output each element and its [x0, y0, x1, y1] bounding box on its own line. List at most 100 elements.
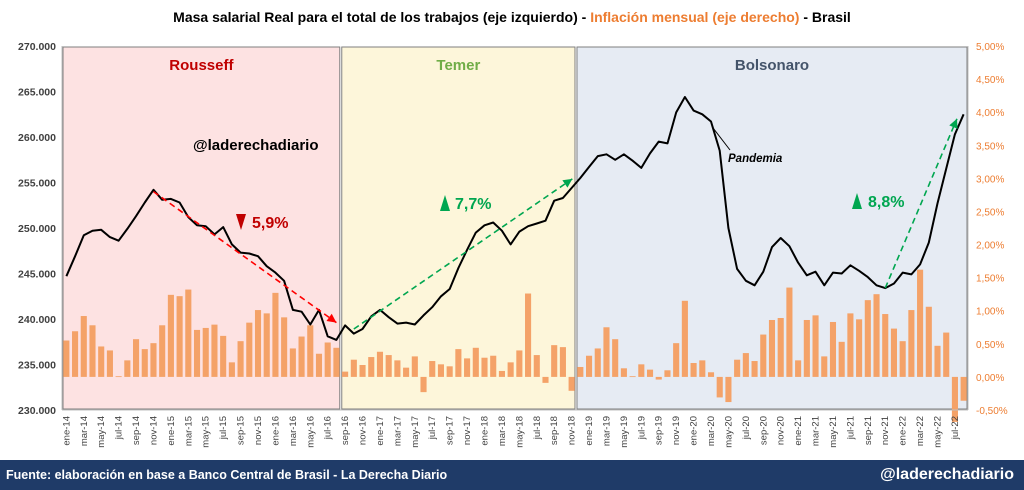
- inflation-bar: [742, 353, 749, 377]
- x-tick-label: sep-15: [236, 416, 247, 445]
- x-tick-label: may-16: [305, 416, 316, 448]
- inflation-bar: [315, 353, 323, 377]
- inflation-bar: [760, 334, 767, 377]
- left-tick-label: 245.000: [18, 269, 56, 281]
- inflation-bar: [908, 310, 915, 377]
- inflation-bar: [159, 325, 166, 377]
- inflation-bar: [690, 363, 697, 377]
- x-tick-label: ene-22: [898, 416, 909, 446]
- inflation-bar: [925, 306, 932, 377]
- right-tick-label: 0,50%: [976, 340, 1004, 351]
- inflation-bar: [263, 313, 270, 377]
- inflation-bar: [185, 289, 192, 377]
- inflation-bar: [951, 376, 958, 422]
- wage-line-layer: [65, 96, 965, 341]
- left-tick-label: 240.000: [18, 314, 56, 326]
- inflation-bar: [376, 351, 384, 377]
- x-tick-label: nov-19: [671, 416, 682, 445]
- inflation-bar: [777, 318, 784, 377]
- inflation-bar: [272, 292, 279, 377]
- inflation-bar: [211, 324, 218, 377]
- inflation-bar: [551, 345, 558, 377]
- inflation-bar: [507, 362, 514, 377]
- period-label-bolsonaro: Bolsonaro: [735, 57, 809, 74]
- inflation-bar: [864, 300, 871, 377]
- inflation-bar: [437, 364, 445, 377]
- inflation-bar: [629, 376, 636, 378]
- x-tick-label: may-14: [96, 416, 107, 448]
- inflation-bar: [298, 336, 305, 377]
- inflation-bar: [368, 357, 375, 377]
- inflation-bar: [202, 327, 209, 377]
- inflation-bar: [124, 360, 131, 377]
- x-tick-label: mar-17: [392, 416, 403, 446]
- inflation-bar: [751, 361, 758, 377]
- inflation-bar: [80, 316, 87, 377]
- x-tick-label: nov-17: [462, 416, 473, 445]
- temer-trend-arrow: [353, 178, 573, 330]
- x-tick-label: ene-21: [793, 416, 804, 446]
- inflation-bar: [72, 331, 79, 377]
- x-tick-label: jul-15: [218, 416, 229, 440]
- inflation-bar: [464, 358, 471, 377]
- inflation-bar: [594, 348, 601, 377]
- inflation-bar: [681, 300, 688, 377]
- inflation-bar: [620, 368, 627, 377]
- inflation-bar: [768, 319, 776, 377]
- inflation-bar: [646, 369, 654, 377]
- inflation-bar: [237, 341, 244, 377]
- inflation-bar: [638, 364, 645, 377]
- x-tick-label: ene-19: [584, 416, 595, 446]
- chart-title-part3: - Brasil: [799, 9, 850, 25]
- x-tick-label: mar-21: [811, 416, 822, 446]
- x-tick-label: sep-18: [549, 416, 560, 445]
- x-tick-label: jul-16: [323, 416, 334, 440]
- left-tick-label: 230.000: [18, 405, 56, 417]
- chart-title-part2: Inflación mensual (eje derecho): [590, 9, 799, 25]
- pandemia-leader-line: [712, 127, 731, 151]
- bolsonaro-up-triangle-icon: [852, 193, 862, 209]
- x-tick-label: jul-17: [427, 416, 438, 440]
- inflation-bar: [115, 376, 122, 378]
- inflation-bar: [176, 296, 183, 377]
- x-tick-label: mar-15: [183, 416, 194, 446]
- inflation-bar: [838, 341, 845, 377]
- inflation-bar: [167, 294, 174, 377]
- x-tick-label: sep-19: [654, 416, 665, 445]
- inflation-bar: [943, 332, 950, 377]
- inflation-bar: [873, 294, 880, 377]
- right-tick-label: 4,50%: [976, 75, 1004, 86]
- right-tick-label: 4,00%: [976, 108, 1004, 119]
- inflation-bar: [307, 325, 314, 377]
- inflation-bar: [403, 367, 410, 377]
- right-tick-label: 2,50%: [976, 207, 1004, 218]
- x-tick-label: sep-20: [758, 416, 769, 445]
- chart-title: Masa salarial Real para el total de los …: [173, 9, 851, 25]
- inflation-bar: [98, 346, 105, 377]
- inflation-bar: [289, 348, 296, 377]
- right-tick-label: 1,50%: [976, 274, 1004, 285]
- inflation-bar: [455, 349, 462, 377]
- inflation-bar: [577, 366, 584, 377]
- x-tick-label: ene-16: [270, 416, 281, 446]
- inflation-bar: [420, 376, 427, 393]
- inflation-bar: [707, 372, 715, 377]
- inflation-bar: [585, 355, 593, 377]
- wage-line: [65, 96, 965, 341]
- inflation-bar: [481, 357, 488, 377]
- inflation-bar: [612, 339, 619, 377]
- right-tick-label: 1,00%: [976, 307, 1004, 318]
- inflation-bar: [568, 376, 575, 391]
- footer-handle: @laderechadiario: [880, 466, 1014, 483]
- x-tick-label: may-19: [619, 416, 630, 448]
- chart-title-part1: Masa salarial Real para el total de los …: [173, 9, 590, 25]
- inflation-bar: [673, 343, 680, 377]
- x-tick-label: sep-21: [863, 416, 874, 445]
- footer-bar: Fuente: elaboración en base a Banco Cent…: [0, 460, 1024, 490]
- inflation-bar: [333, 347, 340, 377]
- inflation-bar: [934, 345, 941, 377]
- inflation-bar: [394, 360, 401, 377]
- x-tick-label: may-21: [828, 416, 839, 448]
- x-tick-label: nov-14: [148, 416, 159, 445]
- inflation-bar: [89, 325, 96, 377]
